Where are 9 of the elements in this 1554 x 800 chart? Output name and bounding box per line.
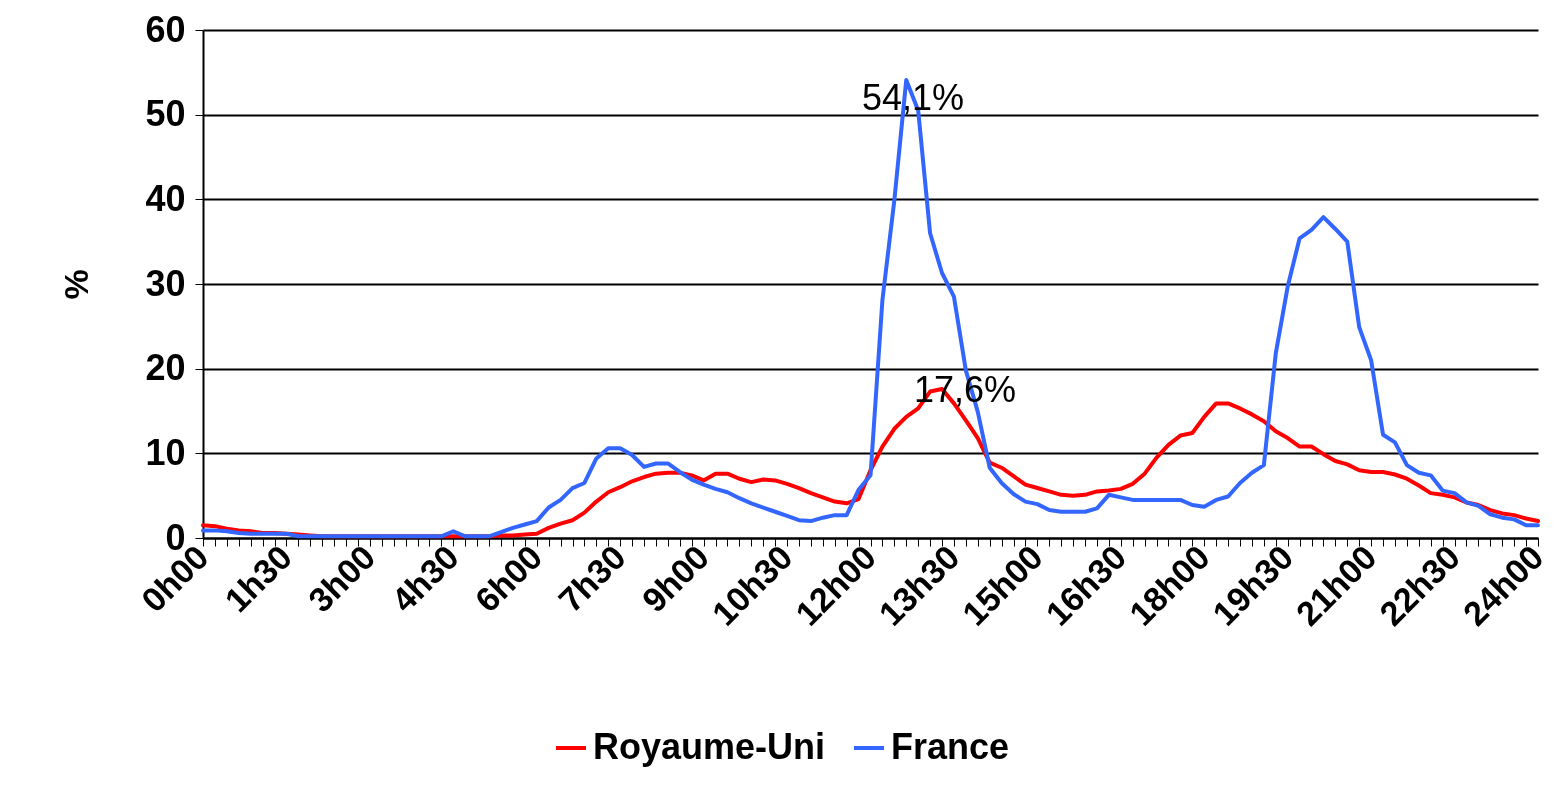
y-tick-label: 60 bbox=[145, 8, 186, 50]
y-tick-label: 50 bbox=[145, 93, 186, 135]
y-tick-label: 10 bbox=[145, 431, 186, 473]
y-tick-label: 40 bbox=[145, 177, 186, 219]
legend-label: Royaume-Uni bbox=[593, 726, 826, 767]
legend-label: France bbox=[891, 726, 1010, 767]
y-tick-label: 20 bbox=[145, 347, 186, 389]
y-tick-label: 30 bbox=[145, 262, 186, 304]
y-axis-title: % bbox=[57, 269, 96, 300]
